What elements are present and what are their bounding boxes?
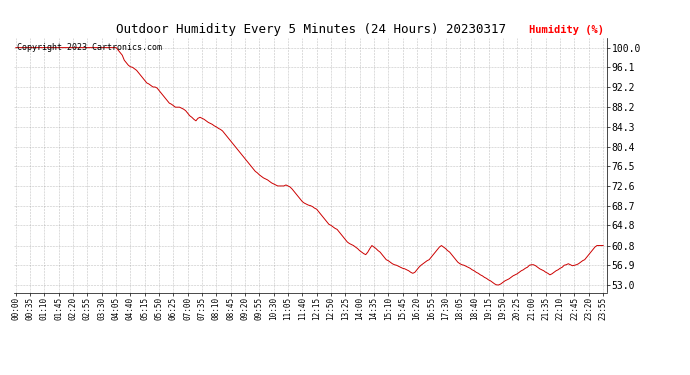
Text: Copyright 2023 Cartronics.com: Copyright 2023 Cartronics.com — [17, 43, 161, 52]
Title: Outdoor Humidity Every 5 Minutes (24 Hours) 20230317: Outdoor Humidity Every 5 Minutes (24 Hou… — [115, 23, 506, 36]
Text: Humidity (%): Humidity (%) — [529, 25, 604, 35]
